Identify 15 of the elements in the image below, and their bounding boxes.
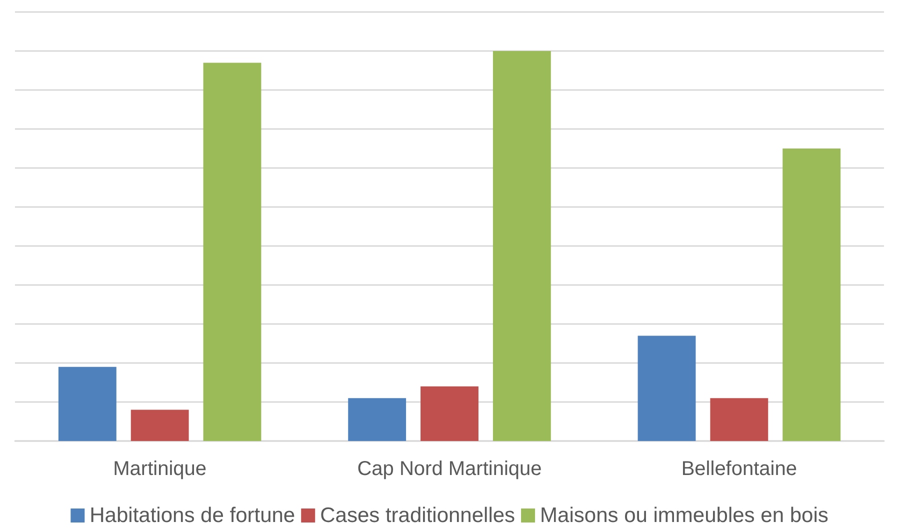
x-tick-label: Martinique: [113, 458, 207, 480]
bar: [130, 410, 189, 441]
bar: [58, 366, 116, 441]
bar: [638, 336, 696, 441]
bar: [710, 398, 768, 441]
bar: [782, 148, 841, 441]
x-tick-label: Cap Nord Martinique: [357, 458, 542, 480]
bar: [348, 398, 406, 441]
legend-label: Habitations de fortune: [90, 504, 296, 527]
legend-label: Maisons ou immeubles en bois: [540, 504, 828, 527]
legend-label: Cases traditionnelles: [320, 504, 516, 527]
bar: [420, 386, 478, 441]
bar: [203, 62, 262, 441]
bar: [492, 51, 551, 441]
x-tick-label: Bellefontaine: [681, 458, 797, 480]
